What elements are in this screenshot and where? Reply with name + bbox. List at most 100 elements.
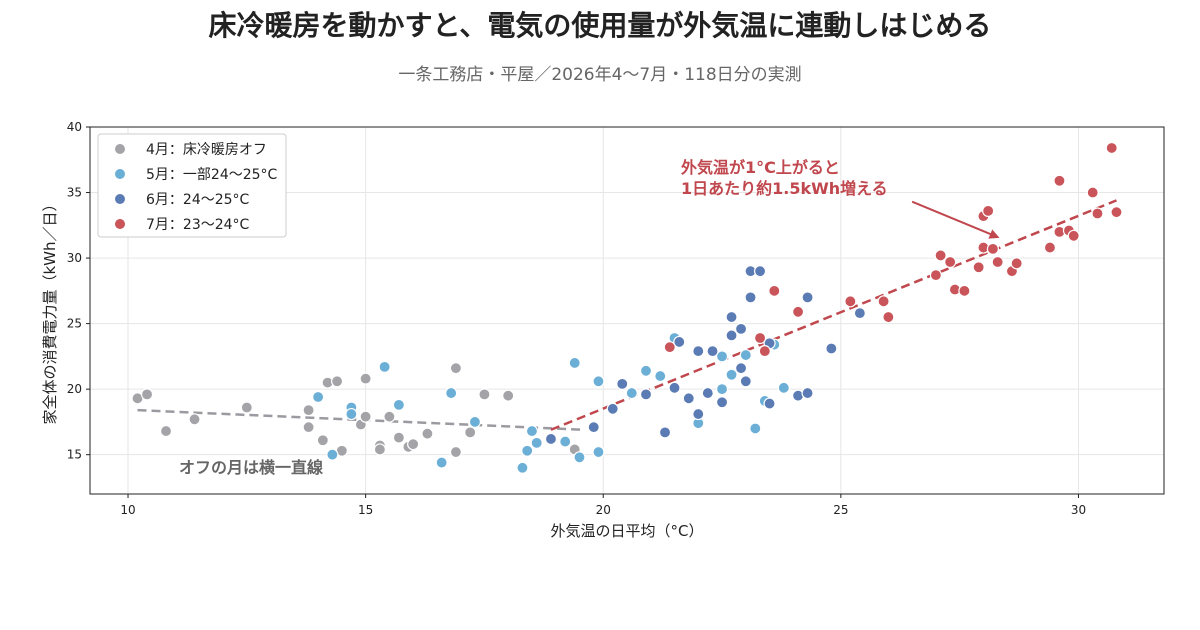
data-point-series-1	[373, 443, 386, 456]
data-point-series-2	[345, 407, 358, 421]
data-point-series-4	[663, 341, 676, 354]
data-point-series-2	[777, 381, 790, 394]
data-point-series-4	[877, 295, 890, 308]
legend-label: 7月：23〜24°C	[146, 217, 250, 233]
data-point-series-1	[159, 424, 173, 438]
flat-annotation-line-1: オフの月は横一直線	[179, 458, 323, 477]
data-point-series-3	[616, 377, 629, 390]
slope-annotation-line-1: 外気温が1°C上がると	[680, 158, 840, 177]
data-point-series-1	[392, 431, 405, 444]
legend: 4月：床冷暖房オフ 5月：一部24〜25°C 6月：24〜25°C 7月：23〜24°…	[97, 133, 287, 238]
data-point-series-3	[734, 322, 748, 335]
data-point-series-2	[326, 448, 339, 461]
data-point-series-2	[392, 398, 405, 411]
y-tick-label: 25	[67, 317, 82, 331]
data-point-series-2	[378, 360, 391, 373]
data-point-series-1	[302, 421, 315, 434]
data-point-series-4	[1053, 174, 1066, 187]
data-point-series-3	[692, 345, 705, 358]
data-point-series-1	[140, 388, 154, 401]
data-point-series-2	[715, 383, 729, 396]
y-tick-label: 20	[67, 382, 82, 396]
data-point-series-4	[1086, 186, 1099, 199]
data-point-series-3	[668, 381, 681, 394]
data-point-series-3	[587, 421, 600, 434]
legend-label: 6月：24〜25°C	[146, 192, 250, 208]
data-point-series-4	[1091, 207, 1104, 220]
data-point-series-1	[316, 434, 329, 447]
data-point-series-4	[753, 331, 767, 345]
data-point-series-1	[331, 375, 344, 388]
legend-marker	[114, 143, 126, 155]
data-point-series-3	[606, 402, 619, 415]
data-point-series-4	[1043, 241, 1057, 254]
data-point-series-2	[530, 436, 543, 449]
data-point-series-3	[801, 291, 814, 304]
data-point-series-3	[801, 386, 814, 400]
chart-subtitle: 一条工務店・平屋／2026年4〜7月・118日分の実測	[398, 65, 802, 85]
data-point-series-4	[982, 204, 995, 217]
data-point-series-2	[592, 445, 605, 459]
data-point-series-4	[758, 345, 771, 358]
data-point-series-1	[407, 438, 420, 451]
data-point-series-3	[725, 329, 738, 342]
data-point-series-4	[958, 284, 971, 297]
y-tick-label: 30	[67, 251, 82, 265]
data-point-series-4	[929, 269, 942, 282]
y-tick-label: 40	[67, 120, 82, 134]
data-point-series-1	[478, 388, 491, 401]
data-point-series-4	[844, 295, 857, 308]
data-point-series-2	[715, 350, 729, 363]
legend-label: 4月：床冷暖房オフ	[146, 142, 267, 158]
x-tick-label: 25	[833, 503, 848, 517]
data-point-series-3	[639, 388, 653, 401]
plot-frame	[89, 126, 1165, 495]
tick-layer: 10 15 20 25 30 15 20 25 30 35 40	[67, 120, 1086, 517]
legend-marker	[114, 193, 126, 205]
data-point-series-1	[464, 426, 477, 439]
data-point-series-4	[768, 284, 781, 297]
data-point-series-3	[725, 310, 738, 324]
chart-title: 床冷暖房を動かすと、電気の使用量が外気温に連動しはじめる	[208, 9, 992, 42]
data-point-series-3	[706, 345, 719, 358]
data-point-series-4	[1110, 206, 1123, 219]
data-point-series-2	[749, 422, 762, 435]
legend-marker	[114, 218, 126, 230]
data-point-series-3	[701, 386, 714, 400]
data-point-series-3	[853, 307, 866, 320]
data-point-series-2	[625, 386, 638, 400]
data-point-series-2	[573, 451, 586, 464]
legend-box	[97, 133, 287, 238]
slope-annotation-arrow	[911, 200, 1000, 239]
data-points-layer	[131, 141, 1123, 474]
data-point-series-2	[312, 390, 325, 404]
data-point-series-4	[944, 255, 957, 269]
data-point-series-1	[449, 445, 463, 459]
data-point-series-1	[449, 362, 463, 375]
data-point-series-3	[744, 291, 757, 304]
data-point-series-2	[559, 435, 572, 448]
data-point-series-3	[753, 265, 767, 278]
x-tick-label: 10	[120, 503, 135, 517]
data-point-series-3	[739, 375, 752, 388]
data-point-series-1	[421, 427, 434, 440]
data-point-series-2	[445, 386, 458, 400]
data-point-series-1	[240, 401, 253, 414]
data-point-series-2	[435, 456, 448, 469]
data-point-series-3	[715, 396, 729, 409]
data-point-series-4	[1010, 257, 1023, 270]
data-point-series-2	[521, 444, 534, 457]
data-point-series-4	[791, 305, 805, 318]
x-tick-label: 20	[596, 503, 611, 517]
data-point-series-2	[468, 415, 482, 429]
data-point-series-4	[934, 249, 947, 262]
y-axis-label: 家全体の消費電力量（kWh／日）	[41, 196, 59, 424]
slope-annotation-line-2: 1日あたり約1.5kWh増える	[681, 179, 888, 198]
data-point-series-2	[592, 375, 605, 388]
data-point-series-4	[882, 310, 895, 324]
data-point-series-4	[1067, 229, 1080, 242]
data-point-series-3	[682, 392, 695, 405]
data-point-series-1	[502, 389, 515, 402]
data-point-series-2	[516, 461, 529, 474]
data-point-series-4	[972, 261, 985, 274]
